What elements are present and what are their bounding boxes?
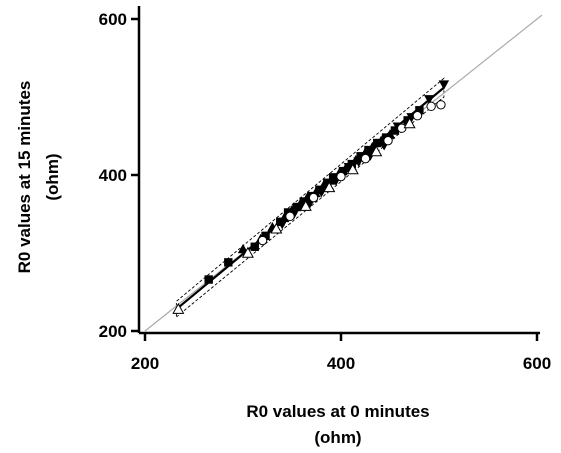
- data-point-triangle-down-3: [316, 187, 327, 198]
- axis-ticks: 200 400 600 200 400 600: [99, 10, 552, 373]
- data-point-triangle-open-3: [299, 199, 312, 211]
- data-point-square-7: [299, 197, 308, 206]
- data-point-square-18: [390, 126, 400, 135]
- data-point-circle-open-4: [360, 153, 371, 164]
- data-point-circle-open-8: [426, 101, 436, 112]
- data-point-circle-open-0: [257, 235, 268, 246]
- x-tick-label-0: 200: [131, 354, 159, 373]
- x-tick-label-2: 600: [523, 354, 551, 373]
- data-point-square-3: [261, 231, 270, 241]
- data-point-circle-open-1: [285, 211, 295, 222]
- data-point-triangle-down-0: [277, 219, 288, 230]
- data-point-circle-open-7: [412, 111, 423, 121]
- data-point-triangle-up-9: [326, 175, 337, 185]
- data-point-square-19: [403, 116, 412, 125]
- data-point-circle-open-5: [383, 135, 393, 146]
- data-point-square-1: [224, 258, 233, 267]
- x-tick-label-1: 400: [327, 354, 355, 373]
- data-point-square-2: [250, 242, 259, 251]
- data-point-circle-open-9: [436, 100, 446, 110]
- data-point-triangle-open-4: [323, 181, 336, 193]
- data-point-triangle-open-0: [172, 302, 185, 314]
- x-axis-title-line1: R0 values at 0 minutes: [246, 402, 429, 421]
- data-point-circle-open-3: [336, 171, 346, 182]
- x-axis-title-line2: (ohm): [314, 428, 361, 447]
- data-point-triangle-open-1: [241, 246, 254, 258]
- data-point-triangle-open-2: [270, 222, 283, 234]
- data-point-triangle-down-11: [424, 95, 435, 105]
- data-point-square-20: [415, 106, 424, 115]
- y-tick-label-2: 600: [99, 10, 127, 29]
- data-point-circle-open-2: [308, 192, 319, 203]
- data-point-triangle-open-5: [346, 163, 359, 175]
- y-axis-title-line1: R0 values at 15 minutes: [15, 81, 34, 274]
- y-tick-label-1: 400: [99, 166, 127, 185]
- data-point-triangle-down-5: [343, 163, 355, 173]
- data-point-triangle-down-12: [438, 80, 450, 90]
- data-point-triangle-open-6: [370, 145, 383, 157]
- y-tick-label-0: 200: [99, 322, 127, 341]
- data-point-triangle-open-7: [403, 117, 416, 129]
- y-axis-title-line2: (ohm): [43, 153, 62, 200]
- data-point-square-0: [204, 275, 213, 284]
- data-points: [172, 80, 450, 314]
- data-point-triangle-up-3: [278, 212, 290, 223]
